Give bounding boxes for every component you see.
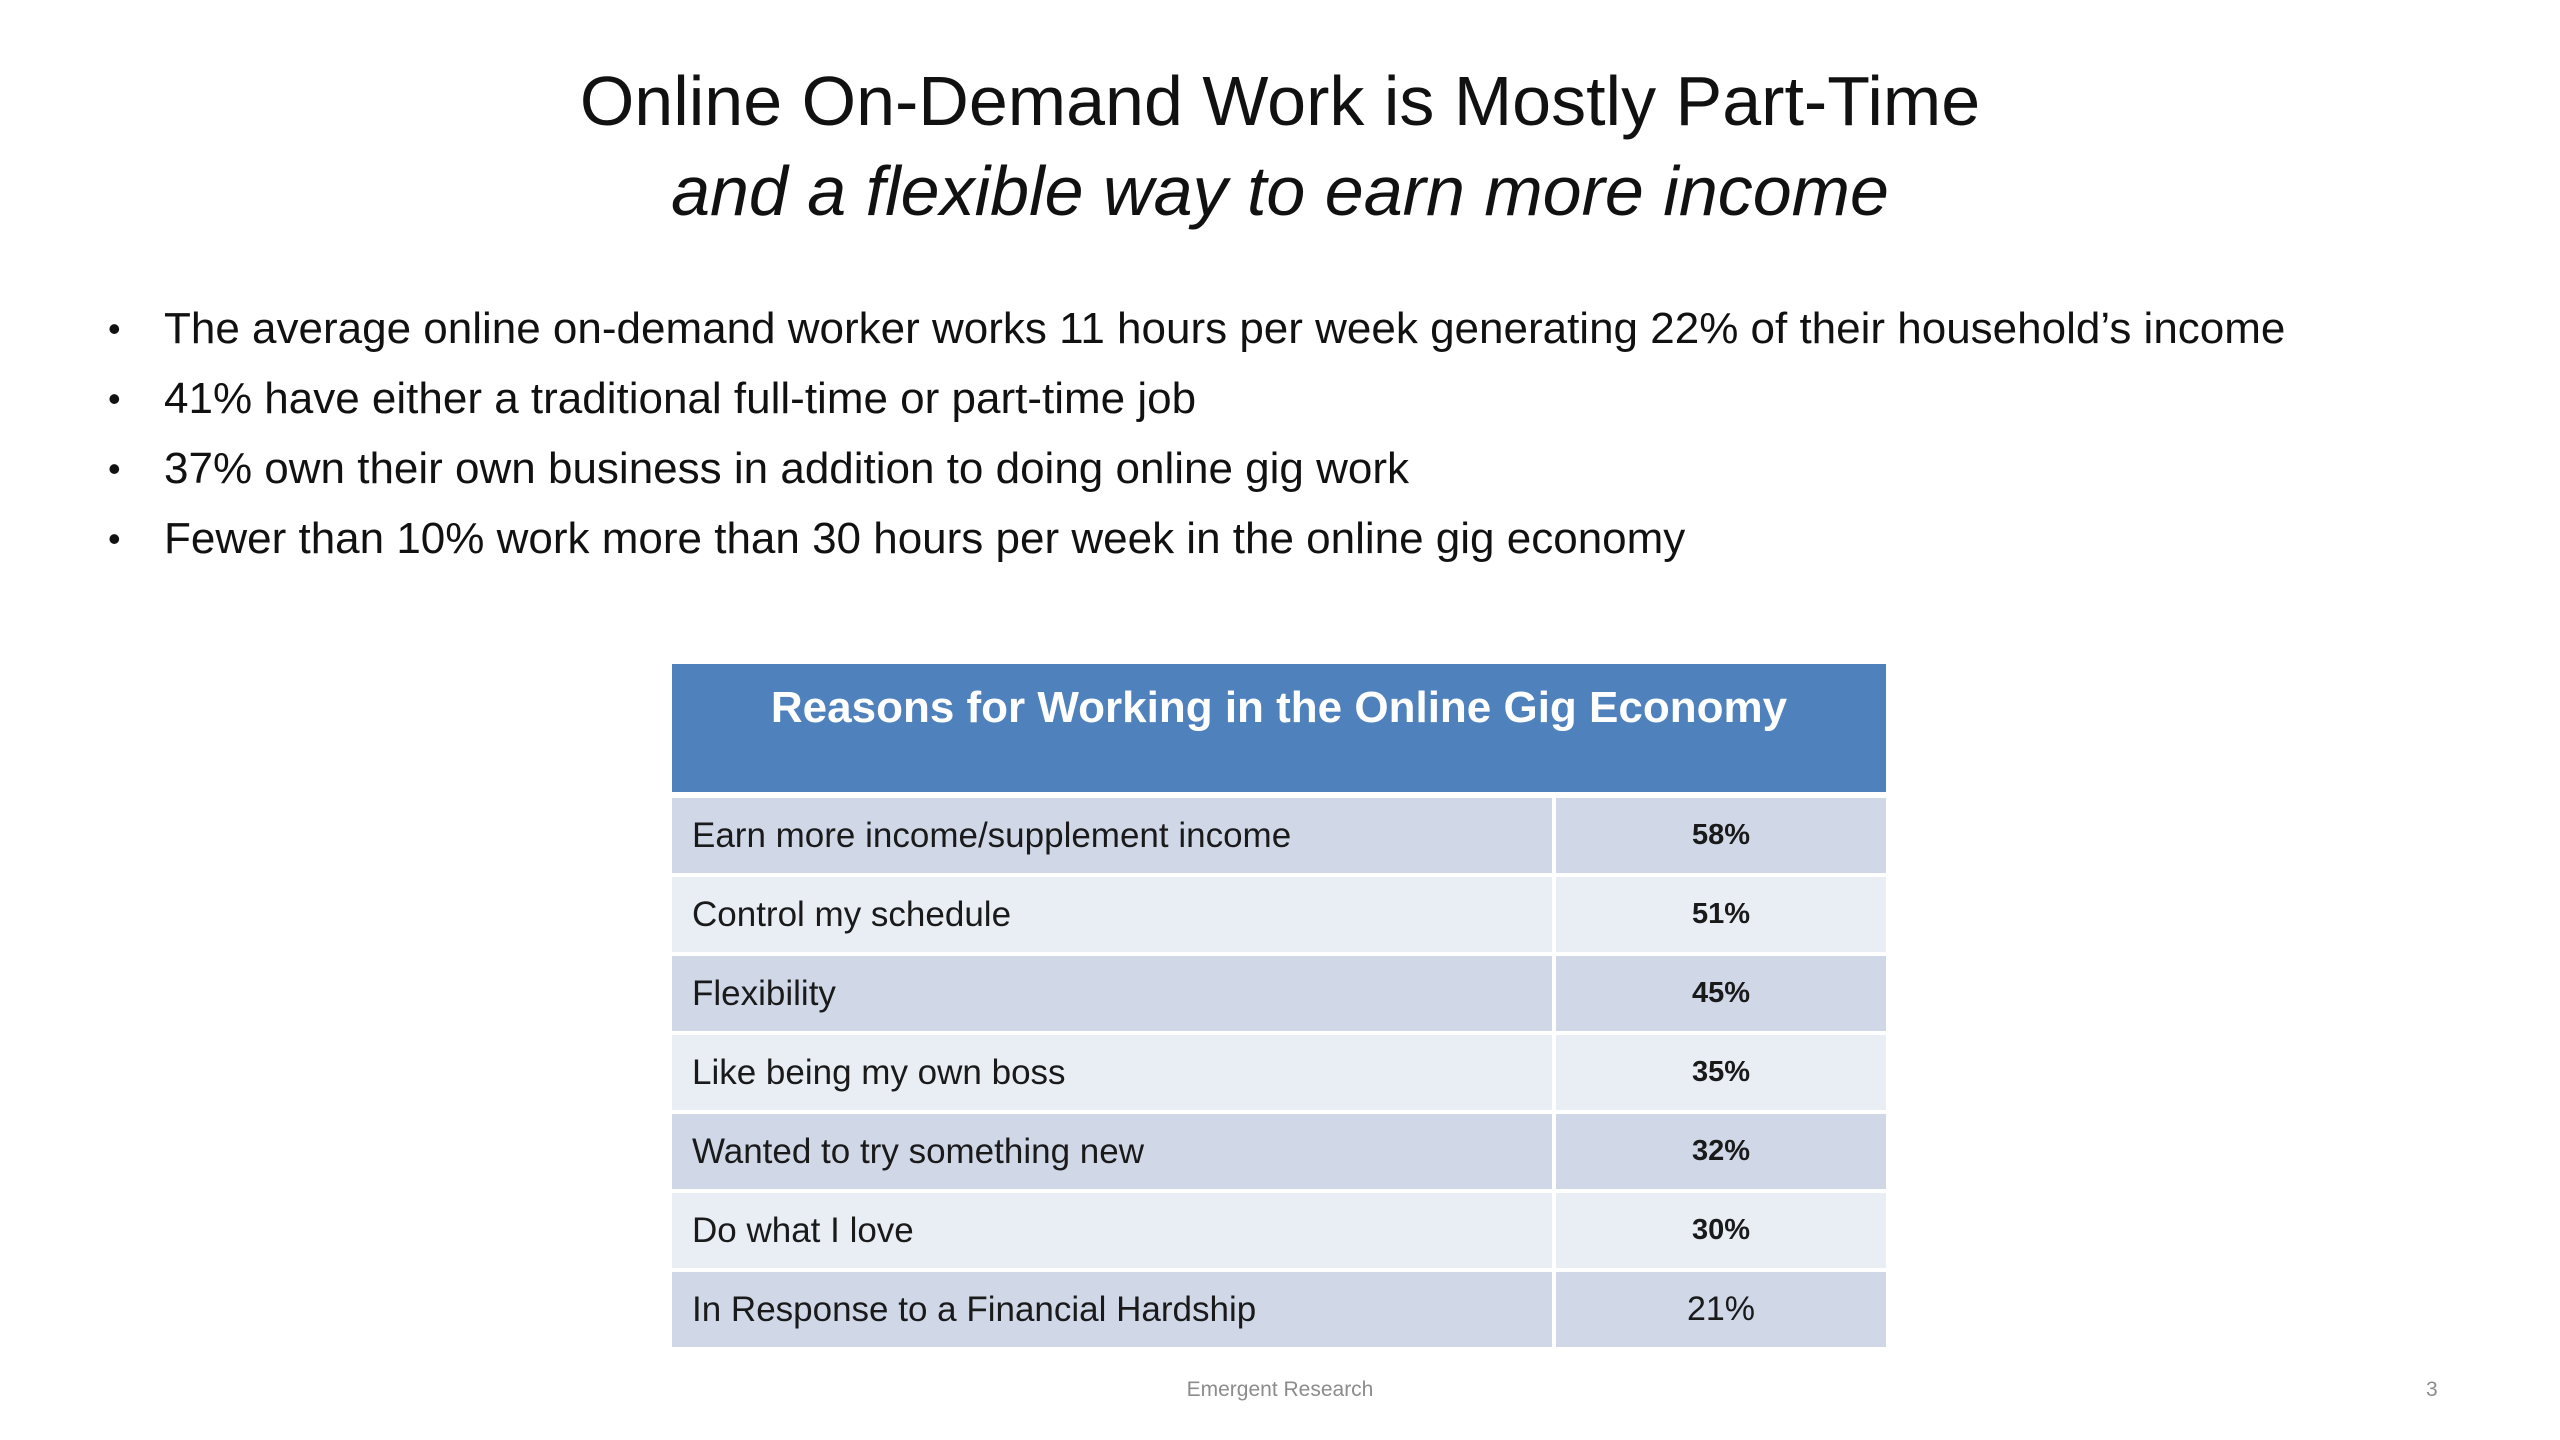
bullet-text: Fewer than 10% work more than 30 hours p…: [164, 514, 1686, 563]
percent-cell: 32%: [1556, 1114, 1886, 1189]
bullet-icon: •: [108, 518, 121, 559]
cell-divider: [1552, 956, 1556, 1031]
footer-source: Emergent Research: [1186, 1378, 1374, 1401]
reason-cell: Like being my own boss: [672, 1035, 1552, 1110]
bullet-item: • 37% own their own business in addition…: [100, 434, 2500, 504]
percent-cell: 45%: [1556, 956, 1886, 1031]
bullet-text: 41% have either a traditional full-time …: [164, 374, 1197, 423]
cell-divider: [1552, 1193, 1556, 1268]
table-row: Control my schedule 51%: [672, 877, 1886, 952]
percent-cell: 30%: [1556, 1193, 1886, 1268]
bullet-list: • The average online on-demand worker wo…: [100, 294, 2500, 574]
table-divider: [672, 792, 1886, 798]
bullet-item: • 41% have either a traditional full-tim…: [100, 364, 2500, 434]
table-row: Wanted to try something new 32%: [672, 1114, 1886, 1189]
cell-divider: [1552, 1114, 1556, 1189]
table-row: Do what I love 30%: [672, 1193, 1886, 1268]
cell-divider: [1552, 877, 1556, 952]
reason-cell: Control my schedule: [672, 877, 1552, 952]
reason-cell: In Response to a Financial Hardship: [672, 1272, 1552, 1347]
reason-cell: Do what I love: [672, 1193, 1552, 1268]
cell-divider: [1552, 1035, 1556, 1110]
table-row: Like being my own boss 35%: [672, 1035, 1886, 1110]
percent-cell: 21%: [1556, 1272, 1886, 1347]
reason-cell: Flexibility: [672, 956, 1552, 1031]
reason-cell: Wanted to try something new: [672, 1114, 1552, 1189]
bullet-item: • The average online on-demand worker wo…: [100, 294, 2500, 364]
table-header: Reasons for Working in the Online Gig Ec…: [672, 664, 1886, 792]
table-row: Flexibility 45%: [672, 956, 1886, 1031]
slide-title: Online On-Demand Work is Mostly Part-Tim…: [579, 62, 1981, 140]
bullet-text: 37% own their own business in addition t…: [164, 444, 1409, 493]
percent-cell: 51%: [1556, 877, 1886, 952]
cell-divider: [1552, 1272, 1556, 1347]
bullet-item: • Fewer than 10% work more than 30 hours…: [100, 504, 2500, 574]
bullet-icon: •: [108, 378, 121, 419]
cell-divider: [1552, 798, 1556, 873]
page-number: 3: [2426, 1378, 2438, 1401]
percent-cell: 58%: [1556, 798, 1886, 873]
bullet-text: The average online on-demand worker work…: [164, 304, 2286, 353]
bullet-icon: •: [108, 448, 121, 489]
bullet-icon: •: [108, 308, 121, 349]
reason-cell: Earn more income/supplement income: [672, 798, 1552, 873]
percent-cell: 35%: [1556, 1035, 1886, 1110]
reasons-table: Reasons for Working in the Online Gig Ec…: [672, 664, 1886, 1351]
slide-subtitle: and a flexible way to earn more income: [671, 152, 1889, 230]
table-row: Earn more income/supplement income 58%: [672, 798, 1886, 873]
table-row: In Response to a Financial Hardship 21%: [672, 1272, 1886, 1347]
